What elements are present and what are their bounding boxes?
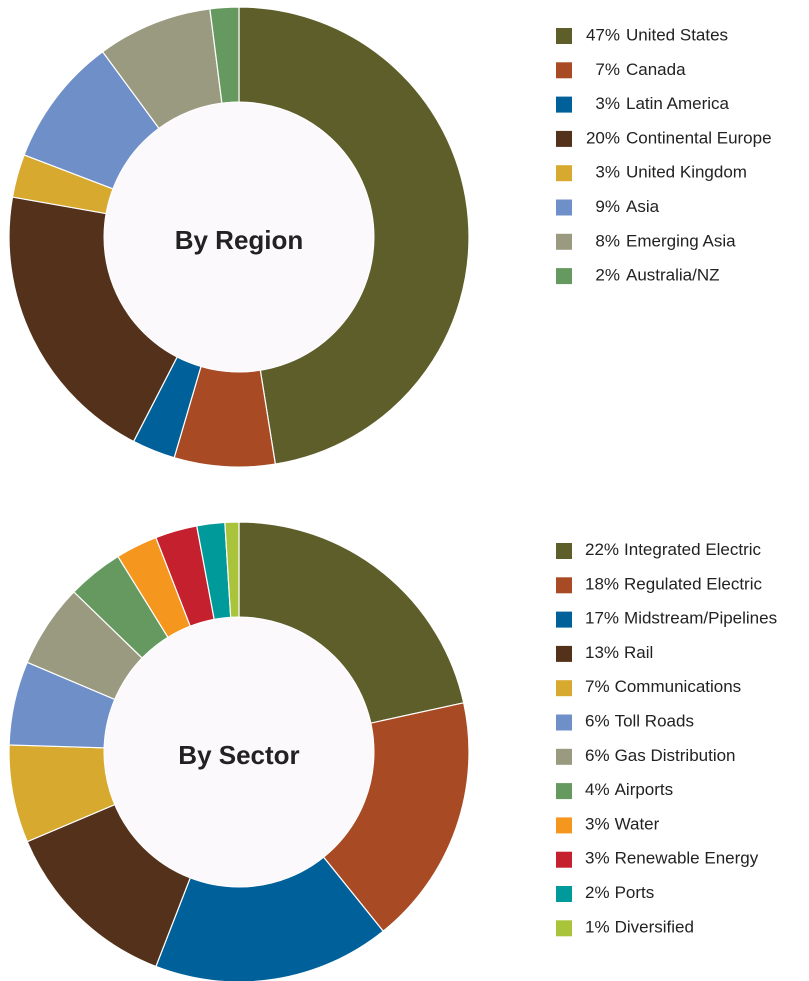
legend-label: Regulated Electric: [624, 575, 762, 594]
legend-item: 4% Airports: [585, 781, 673, 800]
legend-value: 18%: [585, 575, 619, 594]
legend-item: 3% Renewable Energy: [585, 849, 759, 868]
donut-hole: [103, 101, 375, 373]
legend-value: 13%: [585, 643, 619, 662]
legend-label: Emerging Asia: [626, 231, 736, 250]
legend-item: 13% Rail: [585, 643, 653, 662]
legend-label: Asia: [626, 197, 660, 216]
legend-label: Renewable Energy: [615, 849, 759, 868]
legend-label: Latin America: [626, 94, 730, 113]
legend-label: Canada: [626, 60, 686, 79]
legend-value: 6%: [585, 746, 610, 765]
legend-item: 22% Integrated Electric: [585, 540, 762, 559]
legend-item: 6% Toll Roads: [585, 712, 694, 731]
legend-swatch: [556, 543, 572, 559]
legend-swatch: [556, 611, 572, 628]
legend-item: 3% Water: [585, 815, 660, 834]
legend-swatch: [556, 645, 572, 662]
legend-swatch: [556, 920, 572, 937]
legend-value: 7%: [585, 678, 610, 697]
legend-swatch: [556, 130, 572, 147]
legend-item: 1% Diversified: [585, 918, 694, 937]
legend-swatch: [556, 714, 572, 731]
legend-value: 3%: [585, 849, 610, 868]
legend-swatch: [556, 851, 572, 868]
legend-swatch: [556, 783, 572, 800]
legend-label: Communications: [615, 678, 742, 697]
legend-value: 9%: [595, 197, 620, 216]
legend-label: Midstream/Pipelines: [624, 609, 777, 628]
donut-hole: [103, 616, 375, 888]
legend-swatch: [556, 233, 572, 250]
legend-label: Gas Distribution: [615, 746, 736, 765]
legend-swatch: [556, 62, 572, 79]
legend-label: Ports: [615, 883, 655, 902]
legend-item: 2% Ports: [585, 883, 654, 902]
legend-label: Airports: [615, 781, 674, 800]
legend-label: Rail: [624, 643, 653, 662]
legend-value: 3%: [595, 94, 620, 113]
legend-value: 8%: [595, 231, 620, 250]
legend-value: 22%: [585, 540, 619, 559]
legend-value: 2%: [585, 883, 610, 902]
legend-swatch: [556, 680, 572, 697]
legend-swatch: [556, 199, 572, 216]
legend-swatch: [556, 886, 572, 902]
legend-label: Continental Europe: [626, 128, 772, 147]
legend-label: Integrated Electric: [624, 540, 762, 559]
legend-swatch: [556, 28, 572, 44]
legend-label: United Kingdom: [626, 163, 747, 182]
legend-value: 1%: [585, 918, 610, 937]
legend-swatch: [556, 96, 572, 113]
legend-value: 3%: [585, 815, 610, 834]
legend-item: 17% Midstream/Pipelines: [585, 609, 777, 628]
legend-item: 7% Communications: [585, 678, 741, 697]
legend-item: 18% Regulated Electric: [585, 575, 762, 594]
legend-label: Water: [615, 815, 660, 834]
legend-swatch: [556, 165, 572, 182]
center-title: By Region: [175, 225, 304, 255]
legend-value: 7%: [595, 60, 620, 79]
legend-item: 6% Gas Distribution: [585, 746, 736, 765]
center-title: By Sector: [178, 740, 299, 770]
legend-value: 20%: [586, 128, 620, 147]
legend-value: 2%: [595, 266, 620, 285]
legend-value: 17%: [585, 609, 619, 628]
legend-swatch: [556, 268, 572, 285]
legend-label: United States: [626, 25, 728, 44]
legend-value: 4%: [585, 781, 610, 800]
legend-swatch: [556, 748, 572, 765]
legend-swatch: [556, 817, 572, 834]
legend-value: 3%: [595, 163, 620, 182]
legend-swatch: [556, 577, 572, 594]
legend-value: 6%: [585, 712, 610, 731]
legend-label: Australia/NZ: [626, 266, 720, 285]
legend-value: 47%: [586, 25, 620, 44]
legend-label: Toll Roads: [615, 712, 694, 731]
legend-label: Diversified: [615, 918, 694, 937]
